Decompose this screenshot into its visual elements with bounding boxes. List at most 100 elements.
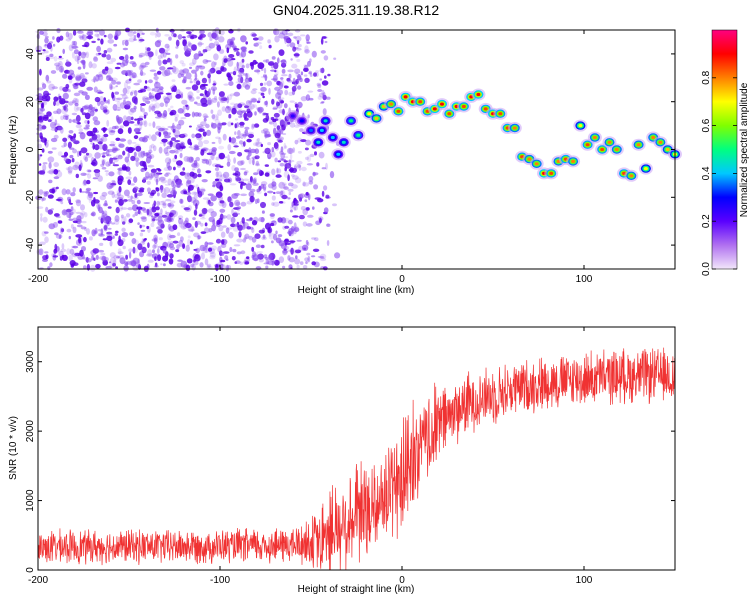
noise-speckle [264,256,269,260]
noise-speckle [256,190,262,195]
noise-speckle [133,186,139,191]
noise-speckle [246,138,252,143]
noise-speckle [259,45,263,50]
noise-speckle [52,36,55,40]
noise-speckle [49,262,53,268]
noise-speckle [247,131,254,136]
noise-speckle [133,38,137,41]
noise-speckle [216,70,222,75]
noise-speckle [197,190,203,198]
noise-speckle [199,262,204,268]
noise-speckle [140,105,143,112]
noise-speckle [106,54,111,61]
noise-speckle [244,105,250,109]
noise-speckle [264,172,270,177]
noise-speckle [153,76,159,80]
ridge-core [440,102,444,106]
noise-speckle [292,77,296,85]
noise-speckle [321,190,325,197]
noise-speckle [51,86,58,90]
noise-speckle [171,87,175,92]
ridge-core [432,107,437,111]
noise-speckle [194,254,200,260]
noise-speckle [280,77,284,80]
noise-speckle [227,121,232,127]
noise-speckle [163,187,170,194]
noise-speckle [39,132,43,140]
ridge-core [571,159,576,163]
noise-speckle [47,156,55,163]
noise-speckle [129,183,135,186]
noise-speckle [283,85,289,89]
noise-speckle [202,197,210,200]
noise-speckle [264,147,271,155]
noise-speckle [227,144,232,151]
noise-speckle [289,153,293,160]
noise-speckle [233,66,237,74]
noise-speckle [117,251,124,255]
noise-speckle [221,239,225,245]
noise-speckle [76,58,80,65]
noise-speckle [154,110,161,115]
noise-speckle [291,85,297,92]
noise-speckle [287,255,291,261]
noise-speckle [211,122,217,129]
noise-speckle [104,66,109,71]
noise-speckle [287,69,294,73]
noise-speckle [248,50,254,54]
noise-speckle [162,202,167,206]
noise-speckle [67,196,71,201]
noise-speckle [121,238,126,243]
noise-speckle [88,61,93,69]
noise-speckle [148,209,153,216]
noise-speckle [196,96,201,100]
noise-speckle [240,46,247,52]
noise-speckle [227,154,230,162]
noise-speckle [154,212,160,217]
noise-speckle [254,198,258,205]
noise-speckle [234,167,240,172]
noise-speckle [262,112,267,117]
noise-speckle [111,179,116,184]
noise-speckle [239,121,245,126]
noise-speckle [329,171,335,179]
noise-speckle [296,107,300,110]
noise-speckle [77,66,82,70]
noise-speckle [228,231,234,239]
noise-speckle [194,72,198,80]
noise-speckle [167,202,172,207]
noise-speckle [194,146,200,151]
noise-speckle [253,172,259,176]
noise-speckle [114,233,119,236]
noise-speckle [217,109,223,116]
noise-speckle [279,157,284,161]
noise-speckle [190,36,194,40]
noise-speckle [85,179,91,185]
noise-speckle [333,57,337,60]
noise-speckle [321,36,327,39]
noise-speckle [137,150,143,157]
noise-speckle [208,77,211,84]
noise-speckle [113,43,118,47]
noise-speckle [141,32,145,35]
noise-speckle [164,100,168,108]
ridge-core [592,135,597,140]
noise-speckle [267,190,274,194]
noise-speckle [60,228,65,233]
noise-speckle [105,172,109,177]
noise-speckle [275,69,279,77]
noise-speckle [162,59,168,65]
noise-speckle [157,55,162,60]
noise-speckle [191,69,197,74]
noise-speckle [124,156,129,163]
noise-speckle [92,127,98,133]
ridge-core [600,147,605,152]
noise-speckle [302,221,308,227]
noise-speckle [206,264,211,270]
noise-speckle [192,261,199,266]
noise-speckle [173,129,180,137]
noise-speckle [334,252,341,259]
noise-speckle [103,210,108,216]
noise-speckle [87,192,94,197]
noise-speckle [185,244,190,252]
